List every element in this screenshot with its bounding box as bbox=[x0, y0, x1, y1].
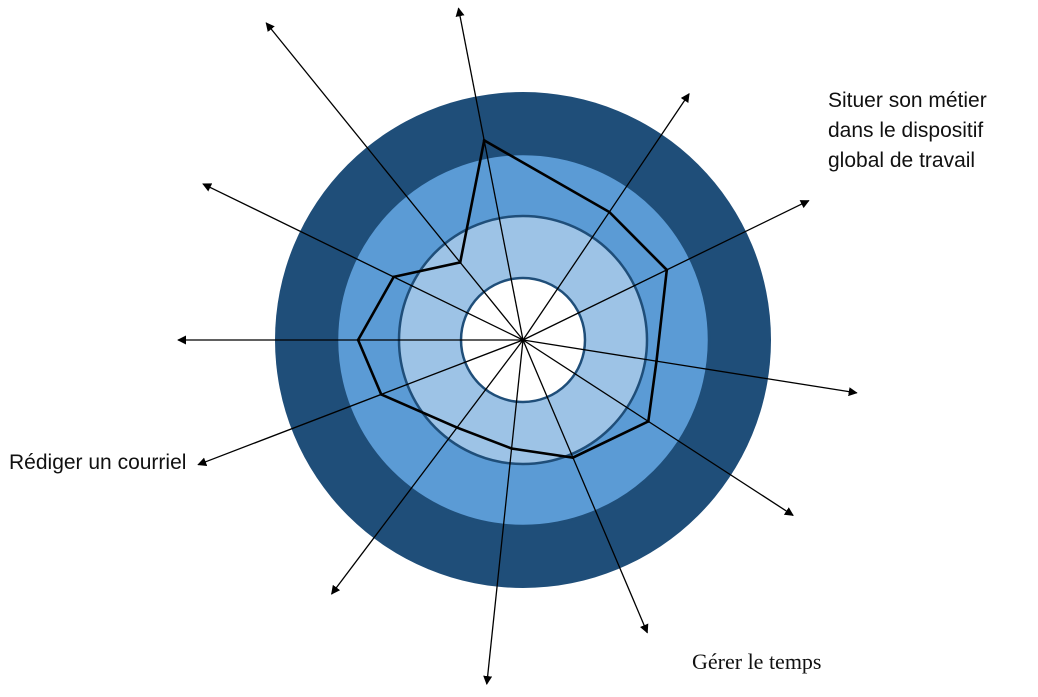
profile-point-3 bbox=[665, 268, 669, 272]
profile-point-11 bbox=[392, 275, 396, 279]
profile-point-7 bbox=[510, 447, 513, 450]
profile-point-10 bbox=[356, 338, 360, 342]
axis-label-situer-son-metier: Situer son métier dans le dispositif glo… bbox=[828, 86, 987, 176]
axis-arrow-8 bbox=[331, 339, 524, 595]
profile-point-6 bbox=[571, 456, 575, 459]
profile-point-9 bbox=[379, 393, 383, 396]
axis-arrow-11 bbox=[202, 183, 524, 341]
profile-point-1 bbox=[482, 139, 486, 142]
axis-arrow-6 bbox=[522, 339, 649, 634]
profile-point-8 bbox=[455, 426, 459, 429]
axis-arrow-12 bbox=[265, 22, 524, 341]
axis-label-line: Situer son métier bbox=[828, 89, 987, 112]
profile-point-2 bbox=[607, 210, 611, 214]
axis-arrow-7 bbox=[483, 339, 524, 685]
axis-label-line: global de travail bbox=[828, 149, 976, 172]
axis-arrow-5 bbox=[522, 339, 794, 516]
axis-arrow-1 bbox=[455, 7, 524, 341]
axis-arrow-2 bbox=[522, 93, 690, 341]
axis-label-gerer-le-temps: Gérer le temps bbox=[692, 649, 822, 674]
profile-point-12 bbox=[458, 261, 462, 264]
axis-label-rediger-un-courriel: Rédiger un courriel bbox=[9, 451, 187, 474]
profile-point-4 bbox=[655, 359, 658, 363]
axis-arrow-4 bbox=[522, 339, 858, 397]
profile-point-5 bbox=[646, 420, 650, 423]
axes-group bbox=[177, 7, 858, 685]
axis-label-line: dans le dispositif bbox=[828, 119, 984, 142]
axis-arrow-9 bbox=[197, 339, 524, 466]
profile-group bbox=[356, 138, 669, 459]
